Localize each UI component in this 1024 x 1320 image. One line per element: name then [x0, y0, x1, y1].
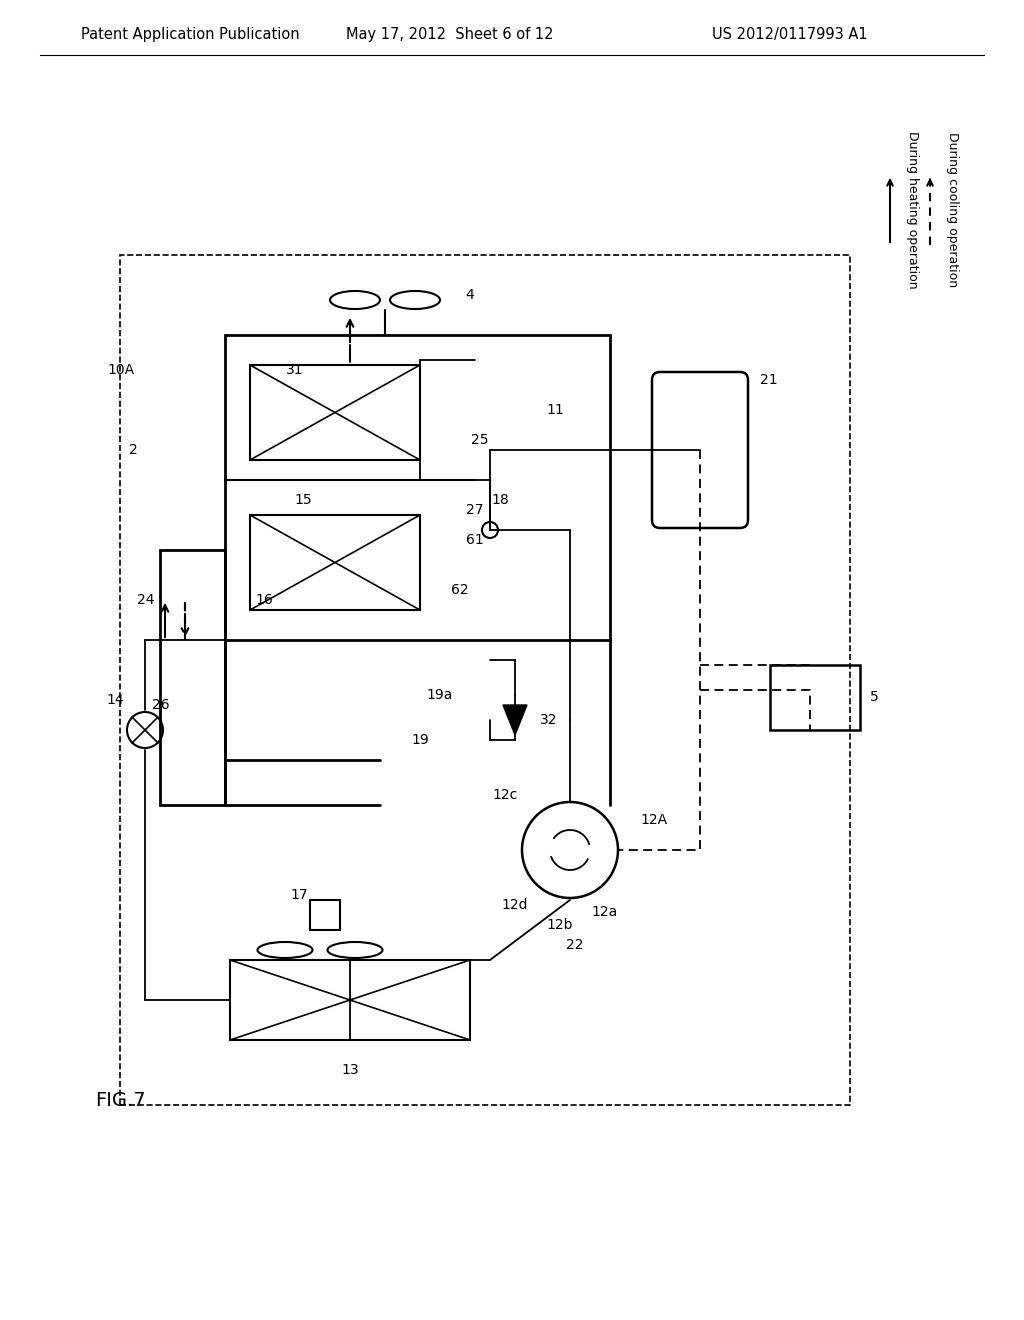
- Text: 12d: 12d: [502, 898, 528, 912]
- Text: During cooling operation: During cooling operation: [946, 132, 959, 288]
- Text: FIG.7: FIG.7: [95, 1090, 145, 1110]
- Text: 2: 2: [129, 444, 138, 457]
- Text: 24: 24: [137, 593, 155, 607]
- Text: 14: 14: [106, 693, 124, 708]
- Text: 16: 16: [255, 593, 272, 607]
- Text: 19: 19: [411, 733, 429, 747]
- Text: Patent Application Publication: Patent Application Publication: [81, 28, 299, 42]
- Bar: [770, 665, 860, 730]
- Bar: [230, 960, 470, 1040]
- Text: During heating operation: During heating operation: [906, 131, 919, 289]
- Text: 61: 61: [466, 533, 484, 546]
- Text: 12c: 12c: [493, 788, 517, 803]
- Bar: [160, 550, 225, 805]
- Text: 22: 22: [566, 939, 584, 952]
- Text: 19a: 19a: [427, 688, 454, 702]
- Text: 25: 25: [471, 433, 488, 447]
- Text: 11: 11: [546, 403, 564, 417]
- Text: 62: 62: [452, 583, 469, 597]
- Bar: [225, 335, 610, 640]
- Text: 13: 13: [341, 1063, 358, 1077]
- Text: US 2012/0117993 A1: US 2012/0117993 A1: [712, 28, 867, 42]
- Text: 31: 31: [286, 363, 304, 378]
- Text: 21: 21: [760, 374, 777, 387]
- Text: 32: 32: [540, 713, 557, 727]
- Text: 17: 17: [290, 888, 307, 902]
- Text: May 17, 2012  Sheet 6 of 12: May 17, 2012 Sheet 6 of 12: [346, 28, 554, 42]
- Bar: [120, 255, 850, 1105]
- Text: 12a: 12a: [592, 906, 618, 919]
- Text: 12A: 12A: [640, 813, 667, 828]
- Bar: [310, 900, 340, 931]
- Text: 4: 4: [465, 288, 474, 302]
- Text: 18: 18: [492, 492, 509, 507]
- Text: 26: 26: [153, 698, 170, 711]
- Text: 5: 5: [870, 690, 879, 704]
- Text: 15: 15: [294, 492, 312, 507]
- Text: 10A: 10A: [108, 363, 135, 378]
- Text: 27: 27: [466, 503, 483, 517]
- Polygon shape: [503, 705, 527, 735]
- Bar: [250, 366, 420, 459]
- Bar: [250, 515, 420, 610]
- Text: 12b: 12b: [547, 917, 573, 932]
